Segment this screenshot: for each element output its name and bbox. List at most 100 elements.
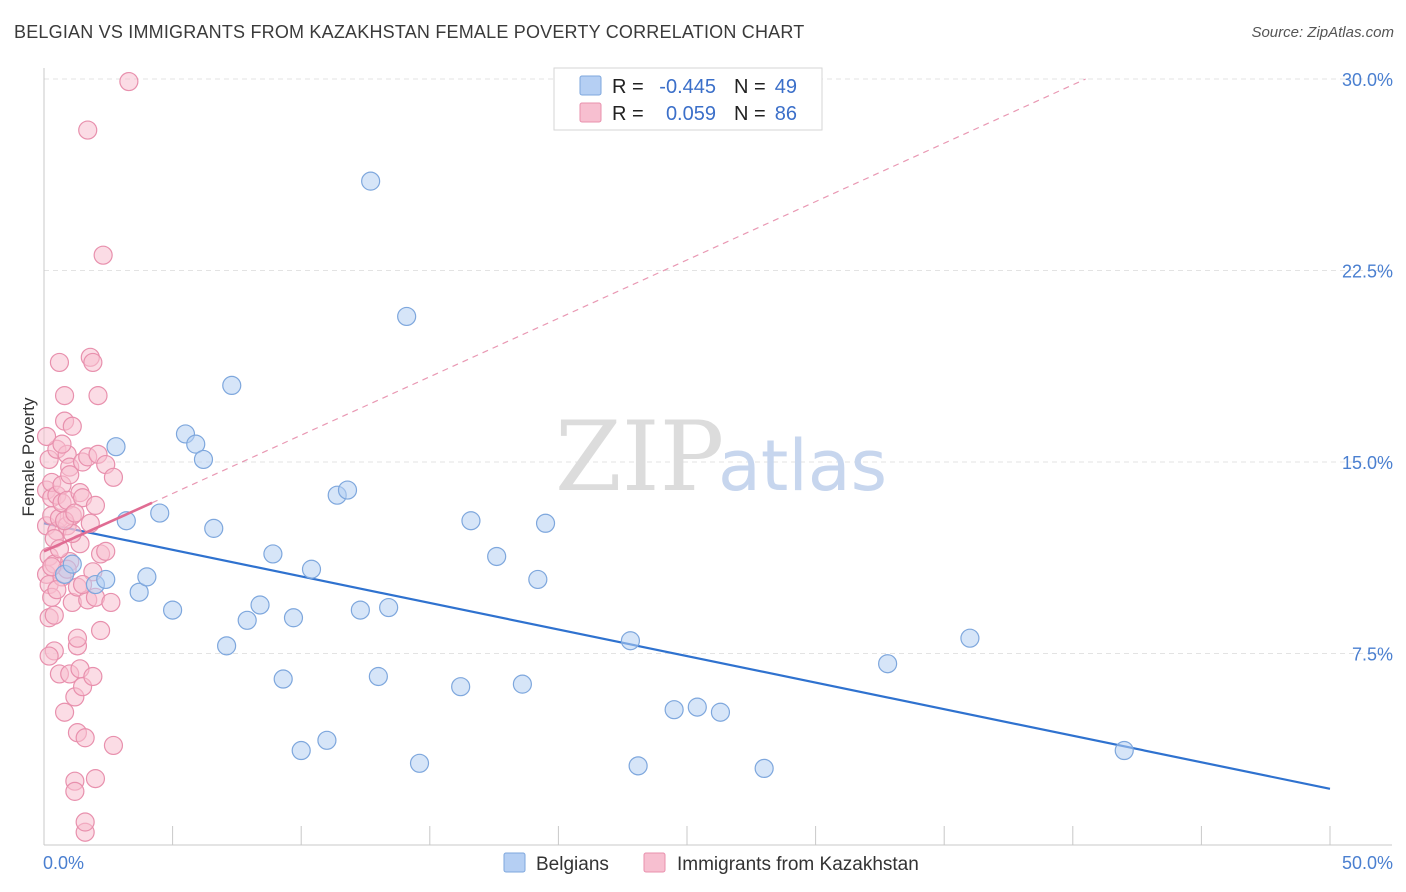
kazakhstan-point bbox=[65, 503, 85, 523]
series-legend-swatch-belgians bbox=[503, 852, 526, 873]
kazakhstan-point bbox=[90, 620, 111, 641]
kazakhstan-trend-dashed bbox=[151, 78, 1086, 504]
y-tick-label: 22.5% bbox=[1342, 262, 1393, 282]
belgians-point bbox=[301, 559, 322, 579]
legend-n-value-1: 49 bbox=[775, 76, 797, 98]
belgians-point bbox=[461, 511, 481, 531]
series-legend-swatch-kazakhstan bbox=[643, 852, 666, 873]
y-tick-label: 7.5% bbox=[1352, 645, 1393, 665]
stats-legend: R = -0.445 N = 49 R = 0.059 N = 86 bbox=[553, 67, 823, 131]
legend-r-label-2: R = bbox=[612, 103, 644, 125]
belgians-point bbox=[317, 730, 337, 750]
kazakhstan-point bbox=[88, 386, 108, 406]
chart-title: BELGIAN VS IMMIGRANTS FROM KAZAKHSTAN FE… bbox=[14, 22, 805, 42]
kazakhstan-point bbox=[85, 769, 106, 789]
kazakhstan-point bbox=[103, 467, 124, 487]
belgians-point bbox=[129, 582, 149, 602]
kazakhstan-point bbox=[36, 426, 57, 447]
belgians-point bbox=[487, 546, 507, 567]
legend-n-label-2: N = bbox=[734, 103, 766, 125]
belgians-point bbox=[106, 437, 126, 457]
belgians-point bbox=[1114, 740, 1134, 761]
belgians-point bbox=[163, 600, 183, 620]
belgians-point bbox=[451, 677, 471, 697]
belgians-point bbox=[137, 567, 157, 587]
kazakhstan-point bbox=[93, 245, 113, 265]
grid-lines bbox=[44, 78, 1392, 654]
belgians-trend-line bbox=[43, 522, 1331, 790]
belgians-point bbox=[273, 669, 293, 689]
kazakhstan-point bbox=[65, 781, 85, 801]
data-points bbox=[36, 71, 1134, 842]
source-attribution: Source: ZipAtlas.com bbox=[1251, 24, 1394, 41]
watermark-zip: ZIP bbox=[555, 401, 724, 513]
belgians-point bbox=[628, 756, 648, 776]
belgians-point bbox=[250, 595, 270, 615]
series-legend-label-kazakhstan: Immigrants from Kazakhstan bbox=[677, 854, 919, 875]
kazakhstan-point bbox=[78, 120, 98, 140]
kazakhstan-point bbox=[83, 352, 103, 373]
belgians-point bbox=[754, 758, 774, 779]
kazakhstan-point bbox=[119, 71, 139, 92]
belgians-point bbox=[217, 636, 237, 656]
belgians-point bbox=[96, 569, 116, 590]
belgians-point bbox=[960, 628, 980, 648]
belgians-point bbox=[409, 753, 430, 773]
kazakhstan-point bbox=[44, 605, 64, 625]
kazakhstan-point bbox=[75, 728, 95, 748]
kazakhstan-trend-line bbox=[43, 501, 153, 553]
kazakhstan-point bbox=[49, 352, 70, 373]
kazakhstan-point bbox=[103, 735, 124, 756]
trend-lines bbox=[43, 78, 1331, 790]
kazakhstan-point bbox=[54, 386, 75, 406]
belgians-point bbox=[337, 480, 358, 500]
kazakhstan-point bbox=[39, 646, 59, 666]
kazakhstan-point bbox=[75, 812, 95, 832]
legend-swatch-belgians bbox=[579, 75, 602, 96]
belgians-point bbox=[878, 654, 898, 674]
y-tick-label: 15.0% bbox=[1342, 453, 1393, 473]
x-tick-label-start: 0.0% bbox=[43, 853, 84, 873]
belgians-point bbox=[361, 171, 381, 191]
series-legend: Belgians Immigrants from Kazakhstan bbox=[503, 852, 919, 875]
belgians-point bbox=[368, 666, 388, 687]
legend-r-value-1: -0.445 bbox=[659, 76, 716, 98]
belgians-point bbox=[620, 631, 641, 651]
belgians-point bbox=[222, 375, 242, 395]
kazakhstan-point bbox=[62, 416, 82, 436]
kazakhstan-point bbox=[83, 666, 103, 687]
belgians-point bbox=[62, 554, 82, 574]
kazakhstan-point bbox=[67, 628, 88, 648]
belgians-point bbox=[237, 610, 257, 630]
belgians-point bbox=[263, 544, 283, 564]
belgians-point bbox=[710, 702, 731, 722]
legend-n-value-2: 86 bbox=[775, 103, 797, 125]
belgians-point bbox=[186, 434, 206, 454]
belgians-point bbox=[397, 306, 417, 327]
belgians-point bbox=[535, 513, 556, 533]
belgians-point bbox=[379, 597, 399, 618]
belgians-point bbox=[204, 518, 224, 538]
y-axis-label: Female Poverty bbox=[19, 397, 38, 517]
belgians-point bbox=[150, 503, 170, 523]
belgians-point bbox=[512, 674, 532, 694]
belgians-point bbox=[193, 449, 214, 470]
legend-r-label-1: R = bbox=[612, 76, 644, 98]
kazakhstan-point bbox=[96, 541, 116, 561]
x-tick-label-end: 50.0% bbox=[1342, 853, 1393, 873]
kazakhstan-point bbox=[47, 580, 67, 600]
kazakhstan-point bbox=[85, 495, 106, 516]
legend-n-label-1: N = bbox=[734, 76, 766, 98]
y-tick-label: 30.0% bbox=[1342, 70, 1393, 90]
watermark-atlas: atlas bbox=[718, 425, 887, 507]
belgians-point bbox=[528, 569, 548, 590]
kazakhstan-point bbox=[54, 702, 75, 722]
series-legend-label-belgians: Belgians bbox=[536, 854, 609, 875]
belgians-point bbox=[350, 600, 370, 620]
legend-swatch-kazakhstan bbox=[579, 102, 602, 123]
legend-r-value-2: 0.059 bbox=[666, 103, 716, 125]
kazakhstan-point bbox=[52, 434, 72, 454]
belgians-point bbox=[664, 700, 684, 720]
kazakhstan-point bbox=[101, 592, 121, 613]
